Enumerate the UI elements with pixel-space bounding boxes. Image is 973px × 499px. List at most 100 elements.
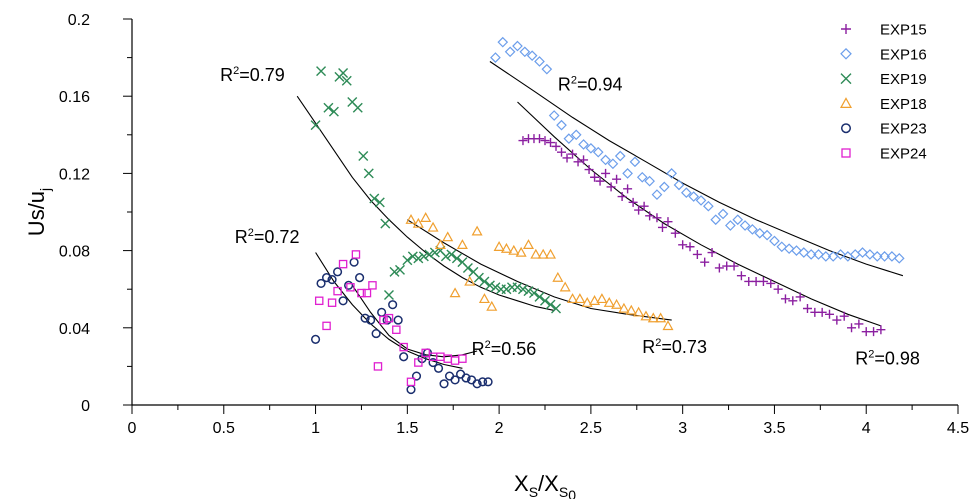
data-point [456, 239, 468, 250]
r2-symbol: R [642, 337, 655, 357]
data-point [389, 266, 400, 277]
data-point [493, 241, 505, 251]
x-tick-label: 2 [495, 420, 504, 437]
fit-line [296, 95, 555, 311]
data-point [519, 46, 531, 58]
legend-marker [841, 123, 851, 134]
data-point [349, 257, 359, 267]
data-point [736, 271, 746, 281]
series-exp24 [314, 250, 467, 387]
data-point [700, 257, 710, 267]
data-point [805, 249, 817, 260]
data-point [429, 247, 440, 258]
r2-label: R2=0.94 [558, 74, 623, 94]
data-point [589, 295, 601, 305]
data-point [614, 150, 626, 162]
legend-item-exp23: EXP23 [841, 121, 927, 138]
r2-symbol: R [472, 339, 485, 359]
data-point [377, 307, 387, 317]
data-point [592, 146, 604, 158]
legend-label: EXP19 [880, 71, 927, 88]
data-point [581, 296, 593, 307]
legend-label: EXP16 [880, 46, 927, 63]
legend-marker [841, 148, 851, 158]
data-point [825, 309, 835, 319]
data-point [515, 246, 527, 257]
data-point [739, 220, 751, 231]
data-point [600, 154, 611, 166]
r2-superscript: 2 [655, 337, 661, 349]
data-point [633, 306, 645, 317]
y-tick-label: 0.12 [59, 166, 90, 183]
data-point [847, 323, 857, 333]
x-tick-label: 1 [311, 420, 320, 437]
data-point [783, 243, 795, 255]
data-point [449, 287, 461, 298]
data-point [559, 281, 571, 292]
data-point [603, 296, 615, 307]
r2-label: R2=0.98 [855, 348, 920, 368]
data-point [518, 136, 528, 146]
data-point [703, 200, 714, 212]
data-point [773, 284, 783, 294]
data-point [360, 313, 370, 323]
data-point [534, 134, 544, 144]
data-point [418, 251, 429, 262]
data-point [832, 315, 842, 325]
data-point [666, 168, 678, 179]
data-point [414, 358, 423, 367]
data-point [328, 106, 339, 117]
data-points [310, 36, 905, 395]
data-point [351, 250, 361, 259]
data-point [352, 102, 363, 113]
data-point [754, 227, 766, 239]
data-point [835, 249, 846, 260]
data-point [546, 138, 556, 148]
legend-marker [841, 24, 851, 34]
data-point [817, 307, 827, 317]
data-point [322, 321, 331, 331]
fit-line [407, 219, 672, 321]
data-point [369, 193, 380, 204]
data-point [355, 273, 365, 283]
data-point [791, 245, 802, 256]
data-point [570, 129, 582, 141]
r2-value: =0.94 [577, 74, 623, 94]
x-tick-label: 0.5 [213, 420, 235, 437]
r2-superscript: 2 [868, 348, 874, 360]
data-point [876, 325, 886, 335]
r2-symbol: R [220, 65, 233, 85]
data-point [725, 220, 736, 231]
y-tick-label: 0.16 [59, 89, 90, 106]
data-point [402, 255, 413, 266]
data-point [393, 315, 403, 325]
data-point [374, 197, 385, 208]
data-point [557, 147, 567, 157]
data-point [629, 156, 641, 168]
data-point [483, 377, 493, 387]
data-point [471, 225, 483, 236]
data-point [544, 248, 557, 259]
data-point [563, 133, 575, 145]
data-point [795, 292, 805, 302]
r2-symbol: R [855, 348, 868, 368]
data-point [618, 302, 630, 313]
data-point [366, 315, 376, 325]
x-tick-label: 1.5 [396, 420, 418, 437]
data-point [450, 356, 460, 365]
data-point [893, 252, 905, 264]
data-point [501, 284, 512, 295]
data-point [540, 295, 550, 306]
data-point [405, 213, 417, 224]
data-point [388, 300, 398, 310]
data-point [634, 205, 644, 215]
data-point [392, 325, 401, 334]
x-tick-label: 3.5 [763, 420, 785, 437]
data-point [517, 284, 528, 295]
data-point [864, 249, 876, 260]
x-tick-label: 0 [128, 420, 137, 437]
x-tick-label: 4.5 [947, 420, 969, 437]
data-point [685, 242, 695, 252]
r2-value: =0.98 [874, 348, 920, 368]
fit-line [315, 252, 463, 369]
